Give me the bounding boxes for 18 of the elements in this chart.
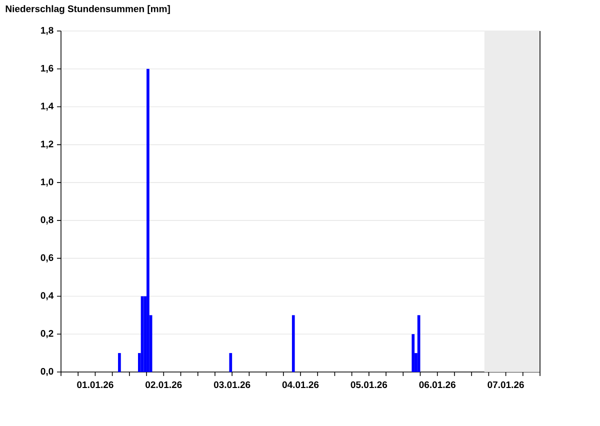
x-tick-label: 04.01.26 bbox=[282, 381, 319, 388]
y-tick-label: 0,8 bbox=[40, 216, 54, 224]
y-tick-label: 1,0 bbox=[41, 178, 54, 187]
y-tick-label: 1,6 bbox=[41, 64, 54, 73]
y-tick-label: 1,4 bbox=[41, 102, 54, 111]
x-tick-label: 06.01.26 bbox=[419, 381, 456, 388]
y-tick-label: 1,8 bbox=[41, 26, 54, 36]
y-tick-label: 0,2 bbox=[40, 330, 54, 338]
chart-title: Niederschlag Stundensummen [mm] bbox=[6, 5, 170, 14]
y-tick-label: 0,6 bbox=[40, 254, 54, 262]
y-tick-label: 1,2 bbox=[41, 140, 54, 149]
x-tick-label: 03.01.26 bbox=[214, 381, 250, 388]
x-tick-label: 07.01.26 bbox=[488, 381, 524, 388]
x-tick-label: 02.01.26 bbox=[146, 381, 182, 388]
y-tick-label: 0,0 bbox=[40, 368, 54, 376]
x-tick-label: 05.01.26 bbox=[350, 381, 388, 388]
x-tick-label: 01.01.26 bbox=[77, 381, 114, 388]
y-tick-label: 0,4 bbox=[40, 292, 54, 300]
